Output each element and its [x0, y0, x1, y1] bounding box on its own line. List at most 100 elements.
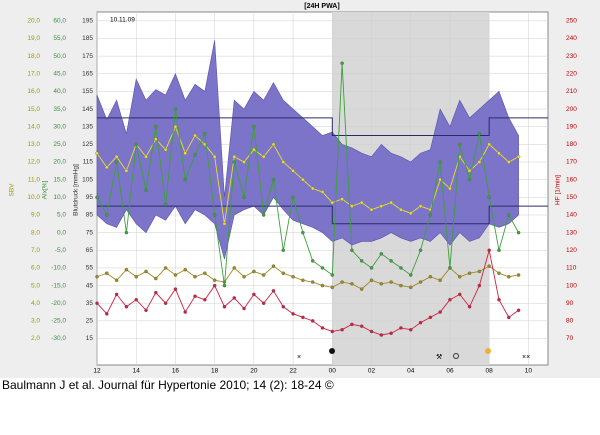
data-point	[134, 142, 138, 147]
data-point	[193, 274, 197, 279]
series-line	[96, 265, 519, 290]
y-tick-label: 14,0	[27, 123, 40, 130]
data-point	[124, 230, 129, 235]
y-tick-label: 5,0	[57, 212, 66, 219]
y-tick-label: 13,0	[27, 141, 40, 148]
y-tick-label: 135	[82, 123, 93, 130]
data-point	[448, 266, 452, 270]
x-tick-label: 00	[329, 368, 337, 375]
y-tick-label: 45,0	[53, 70, 66, 77]
data-point	[418, 280, 423, 284]
y-tick-label: 3,0	[31, 318, 40, 325]
data-point	[212, 283, 217, 288]
x-tick-label: 22	[289, 368, 297, 375]
data-point	[203, 271, 207, 275]
data-point	[261, 213, 266, 217]
data-point	[330, 285, 335, 290]
data-point	[203, 297, 207, 302]
series-line	[96, 63, 519, 286]
data-point	[203, 132, 207, 136]
data-point	[144, 188, 148, 193]
data-point	[114, 292, 119, 297]
y-tick-label: 90	[566, 300, 574, 307]
data-point	[487, 142, 491, 147]
data-point	[399, 207, 403, 212]
data-point	[330, 200, 335, 205]
data-point	[516, 154, 521, 159]
data-point	[458, 142, 462, 147]
data-point	[340, 280, 344, 284]
data-point	[124, 305, 129, 309]
data-point	[261, 301, 266, 305]
y-tick-label: 17,0	[27, 70, 40, 77]
caption: Baulmann J et al. Journal für Hypertonie…	[2, 378, 334, 392]
y-tick-label: 8,0	[31, 229, 40, 236]
y-tick-label: 60,0	[53, 18, 66, 25]
data-point	[310, 280, 315, 284]
y-tick-label: 110	[566, 265, 577, 272]
y-tick-label: 10,0	[53, 194, 66, 201]
data-point	[497, 151, 501, 155]
y-tick-label: 65	[86, 247, 94, 254]
data-point	[438, 278, 442, 283]
data-point	[369, 266, 374, 270]
data-point	[281, 160, 286, 164]
x-tick-label: 18	[211, 368, 219, 375]
data-point	[359, 324, 364, 328]
x-tick-label: 14	[133, 368, 141, 375]
x-tick-label: 16	[172, 368, 180, 375]
data-point	[438, 310, 442, 314]
y-tick-label: 15,0	[53, 176, 66, 183]
y-tick-label: 140	[566, 212, 577, 219]
data-point	[301, 177, 305, 182]
data-point	[350, 282, 354, 286]
data-point	[95, 151, 99, 155]
y-tick-label: 155	[82, 88, 93, 95]
data-point	[271, 142, 276, 147]
data-point	[291, 274, 295, 279]
y-tick-label: 85	[86, 212, 94, 219]
y-tick-label: 180	[566, 141, 577, 148]
date-label: 10.11.09	[110, 17, 135, 24]
data-point	[428, 213, 433, 217]
y-tick-label: 12,0	[27, 159, 40, 166]
data-point	[458, 274, 462, 279]
data-point	[163, 202, 168, 207]
data-point	[418, 204, 423, 208]
y-tick-label: 195	[82, 18, 93, 25]
y-tick-label: 0,0	[57, 229, 66, 236]
data-point	[271, 289, 276, 293]
data-point	[399, 283, 403, 288]
event-icon: ×	[297, 354, 301, 361]
data-point	[418, 320, 423, 325]
data-point	[507, 160, 511, 164]
event-icon: ⚒	[436, 353, 442, 361]
data-point	[154, 124, 158, 129]
y-tick-label: 240	[566, 35, 577, 42]
y-tick-label: 100	[566, 282, 577, 289]
data-point	[163, 301, 168, 305]
data-point	[134, 274, 138, 279]
data-point	[497, 248, 501, 253]
data-point	[291, 312, 295, 316]
data-point	[516, 230, 521, 235]
data-point	[516, 308, 521, 313]
data-point	[95, 301, 99, 305]
data-point	[212, 278, 217, 283]
y-tick-label: 9,0	[31, 212, 40, 219]
data-point	[242, 160, 246, 164]
data-point	[408, 211, 413, 215]
event-icon: ××	[522, 354, 530, 361]
data-point	[379, 204, 384, 208]
data-point	[173, 124, 178, 129]
y-tick-label: 165	[82, 70, 93, 77]
data-point	[232, 266, 237, 270]
event-icon	[453, 353, 459, 359]
data-point	[340, 327, 344, 332]
data-point	[507, 315, 511, 320]
y-tick-label: 175	[82, 53, 93, 60]
data-point	[448, 297, 452, 302]
data-point	[232, 296, 237, 300]
data-point	[271, 177, 276, 182]
y-tick-label: 160	[566, 176, 577, 183]
